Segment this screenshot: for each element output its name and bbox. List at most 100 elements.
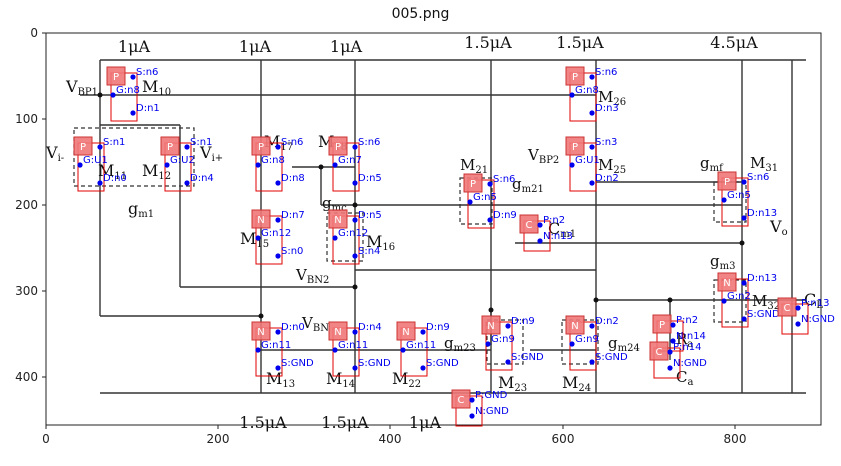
pin-dot: [467, 199, 473, 205]
pin-dot: [589, 323, 595, 329]
y-tick-label: 100: [15, 112, 38, 126]
device-type-badge: [328, 209, 348, 229]
device-type-label: N: [334, 215, 341, 226]
pin-dot: [184, 144, 190, 150]
device-12: N D:n13 G:n2 S:GND: [717, 272, 780, 328]
label-vo: Vo: [769, 217, 788, 238]
pin-dot: [667, 349, 673, 355]
pin-dot: [97, 180, 103, 186]
current-label-top: 4.5μA: [710, 33, 758, 52]
pin-label: D:n0: [281, 322, 305, 333]
pin-label: N:GND: [801, 314, 835, 325]
device-17: N D:n2 G:n9 S:GND: [565, 315, 628, 371]
label-gm21: gm21: [512, 175, 544, 195]
device-6: P S:n6 G:n7 D:n5: [328, 136, 382, 192]
pin-label: D:n9: [426, 322, 450, 333]
label-vi-minus: Vi-: [45, 143, 64, 164]
pin-dot: [130, 110, 136, 116]
y-tick-label: 300: [15, 284, 38, 298]
device-type-label: C: [526, 220, 533, 231]
device-type-badge: [251, 136, 271, 156]
pin-label: N:n14: [676, 331, 706, 342]
pin-label: G:n12: [338, 228, 368, 239]
device-type-badge: [160, 136, 180, 156]
pin-label: G:n11: [406, 340, 436, 351]
pin-label: G:U1: [575, 155, 600, 166]
pin-label: P:GND: [475, 390, 508, 401]
pin-label: N:n13: [543, 231, 573, 242]
device-type-label: C: [656, 347, 663, 358]
pin-dot: [420, 365, 426, 371]
pin-label: P:n2: [676, 315, 698, 326]
label-gm23: gm23: [444, 334, 476, 354]
device-19: C P:n14 N:GND: [649, 341, 707, 379]
device-annotations: P S:n6G:n8D:n1P S:n1G:U1D:n0P S:n1G:U2D:n4P…: [73, 66, 835, 427]
pin-dot: [275, 329, 281, 335]
pin-dot: [332, 347, 338, 353]
device-type-badge: [481, 315, 501, 335]
pin-dot: [589, 359, 595, 365]
pin-dot: [275, 180, 281, 186]
pin-label: G:n5: [473, 192, 497, 203]
pin-dot: [537, 238, 543, 244]
pin-label: S:GND: [281, 358, 314, 369]
pin-label: D:n4: [358, 322, 382, 333]
pin-label: D:n7: [281, 210, 305, 221]
label-m32: M32: [752, 292, 780, 312]
device-type-label: N: [402, 327, 409, 338]
device-10: N D:n5 G:n12 S:n4: [328, 209, 382, 265]
x-tick-label: 600: [552, 432, 575, 446]
pin-label: S:n1: [103, 137, 125, 148]
pin-dot: [589, 144, 595, 150]
pin-label: S:n0: [281, 246, 303, 257]
device-type-label: N: [487, 321, 494, 332]
device-type-label: P: [167, 142, 173, 153]
pin-dot: [537, 222, 543, 228]
x-tick-label: 0: [42, 432, 50, 446]
pin-dot: [332, 235, 338, 241]
pin-label: G:n9: [491, 334, 515, 345]
device-3: P S:n6 G:n8 D:n3: [565, 66, 619, 122]
device-type-badge: [328, 321, 348, 341]
current-label-bottom: 1μA: [409, 413, 442, 432]
pin-label: G:n9: [575, 334, 599, 345]
pin-dot: [77, 162, 83, 168]
pin-label: D:n13: [747, 208, 777, 219]
pin-label: S:GND: [511, 352, 544, 363]
label-gmc: gmc: [322, 194, 347, 214]
label-m11: M11: [98, 161, 127, 182]
pin-dot: [352, 253, 358, 259]
device-type-label: P: [572, 72, 578, 83]
pin-dot: [97, 144, 103, 150]
pin-dot: [589, 180, 595, 186]
pin-label: G:n5: [727, 190, 751, 201]
label-m25: M25: [598, 156, 626, 176]
pin-label: D:n3: [595, 103, 619, 114]
y-tick-label: 0: [30, 26, 38, 40]
pin-dot: [741, 316, 747, 322]
device-type-label: N: [723, 278, 730, 289]
pin-label: S:n6: [493, 174, 515, 185]
pin-label: S:n6: [358, 137, 380, 148]
pin-dot: [352, 180, 358, 186]
label-m13: M13: [266, 369, 295, 390]
x-tick-label: 200: [207, 432, 230, 446]
pin-label: N:GND: [673, 358, 707, 369]
pin-label: G:U1: [83, 155, 108, 166]
pin-label: G:n8: [575, 85, 599, 96]
pin-dot: [569, 92, 575, 98]
pin-label: D:n8: [281, 173, 305, 184]
device-type-label: P: [335, 142, 341, 153]
label-m23: M23: [498, 373, 527, 394]
device-type-badge: [106, 66, 126, 86]
device-type-label: P: [572, 142, 578, 153]
pin-dot: [255, 347, 261, 353]
pin-label: P:n13: [801, 298, 829, 309]
device-13: N D:n0 G:n11 S:GND: [251, 321, 314, 377]
label-m21: M21: [460, 156, 488, 176]
pin-label: S:GND: [358, 358, 391, 369]
label-vbp1: VBP1: [65, 77, 98, 98]
device-type-label: P: [80, 142, 86, 153]
pin-label: S:n6: [281, 137, 303, 148]
